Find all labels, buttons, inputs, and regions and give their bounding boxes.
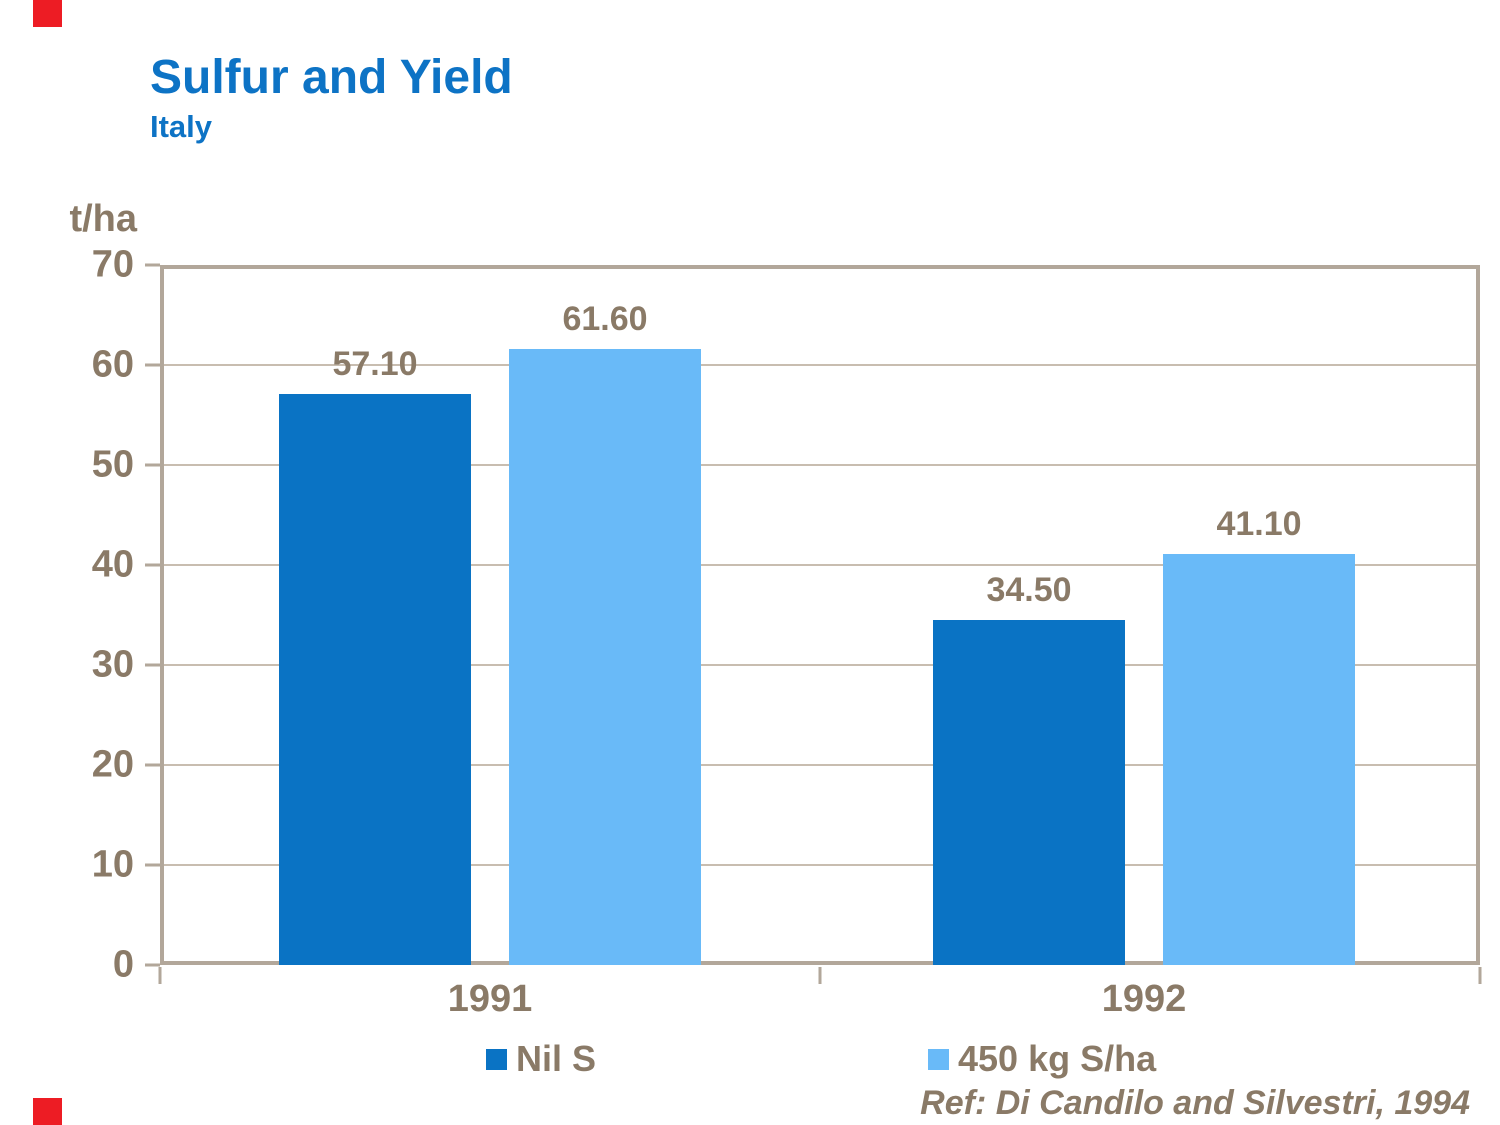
legend-item: Nil S xyxy=(486,1038,596,1080)
gridline xyxy=(164,564,1476,566)
x-tick xyxy=(1478,967,1482,984)
bar-value-label: 34.50 xyxy=(986,571,1072,609)
gridline xyxy=(164,764,1476,766)
bar-value-label: 57.10 xyxy=(332,345,418,383)
y-tick-label: 30 xyxy=(91,643,134,686)
gridline xyxy=(164,664,1476,666)
bar xyxy=(933,620,1125,965)
x-tick xyxy=(158,967,162,984)
category-label: 1992 xyxy=(1101,978,1187,1020)
y-tick-label: 10 xyxy=(91,843,134,886)
plot-area xyxy=(160,265,1480,965)
gridline xyxy=(164,864,1476,866)
red-corner-mark-bottom xyxy=(33,1098,62,1125)
reference-text: Ref: Di Candilo and Silvestri, 1994 xyxy=(920,1084,1470,1122)
bar-value-label: 61.60 xyxy=(562,300,648,338)
y-tick xyxy=(145,663,160,667)
bar xyxy=(1163,554,1355,965)
y-tick xyxy=(145,463,160,467)
gridline xyxy=(164,464,1476,466)
bar-value-label: 41.10 xyxy=(1216,505,1302,543)
y-tick xyxy=(145,563,160,567)
y-axis-unit-label: t/ha xyxy=(69,198,137,240)
legend-swatch xyxy=(928,1048,949,1070)
y-tick xyxy=(145,263,160,267)
x-tick xyxy=(818,967,822,984)
y-tick xyxy=(145,963,160,967)
bar xyxy=(509,349,701,965)
chart-title: Sulfur and Yield xyxy=(150,51,513,104)
y-tick-label: 0 xyxy=(112,943,134,986)
legend-swatch xyxy=(486,1048,507,1070)
y-tick-label: 60 xyxy=(91,343,134,386)
legend-label: 450 kg S/ha xyxy=(958,1038,1157,1079)
red-corner-mark-top xyxy=(33,0,62,27)
y-tick-label: 20 xyxy=(91,743,134,786)
y-tick-label: 70 xyxy=(91,243,134,286)
y-tick xyxy=(145,763,160,767)
legend-label: Nil S xyxy=(516,1038,597,1079)
chart-subtitle: Italy xyxy=(150,109,213,144)
y-tick-label: 50 xyxy=(91,443,134,486)
bar xyxy=(279,394,471,965)
category-label: 1991 xyxy=(447,978,533,1020)
gridline xyxy=(164,364,1476,366)
y-tick xyxy=(145,363,160,367)
y-tick xyxy=(145,863,160,867)
legend-item: 450 kg S/ha xyxy=(928,1038,1156,1080)
y-tick-label: 40 xyxy=(91,543,134,586)
